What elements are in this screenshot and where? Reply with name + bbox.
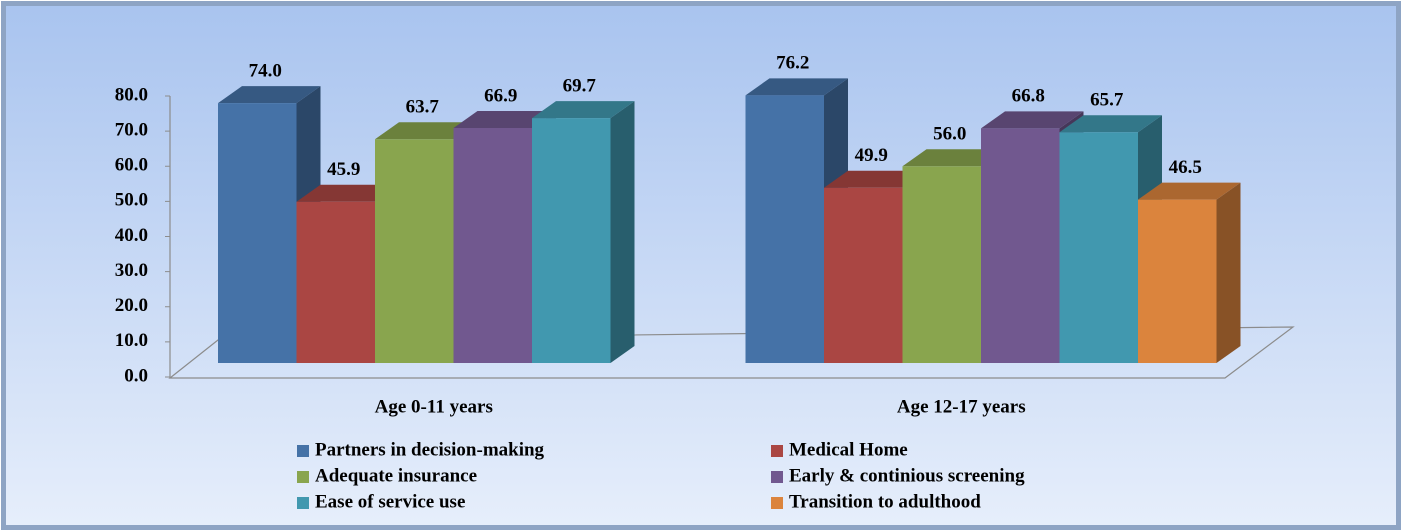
value-label: 46.5	[1169, 157, 1202, 178]
bar-front	[218, 103, 297, 363]
bar-front	[375, 139, 454, 363]
legend-swatch	[771, 471, 783, 483]
value-label: 65.7	[1090, 90, 1124, 111]
bar-front	[1138, 199, 1217, 363]
y-tick-label: 70.0	[115, 119, 148, 140]
bar-side	[1216, 182, 1241, 363]
bar-side	[610, 101, 635, 364]
bar-front	[902, 166, 981, 363]
bar-top	[218, 86, 321, 104]
legend-label: Adequate insurance	[315, 465, 477, 486]
value-label: 45.9	[327, 159, 360, 180]
bar-top	[453, 111, 556, 129]
bar-front	[981, 128, 1060, 363]
bar	[1138, 182, 1241, 363]
legend-label: Partners in decision-making	[315, 439, 545, 460]
legend-swatch	[297, 497, 309, 509]
bar-top	[375, 122, 478, 140]
bar-top	[1059, 115, 1162, 133]
bar-top	[1138, 182, 1241, 200]
legend-swatch	[771, 445, 783, 457]
bar-top	[745, 78, 848, 96]
legend-swatch	[297, 445, 309, 457]
legend-swatch	[297, 471, 309, 483]
floor	[168, 326, 1295, 379]
y-tick-label: 40.0	[115, 225, 148, 246]
y-tick-label: 60.0	[115, 155, 148, 176]
legend-label: Ease of service use	[315, 491, 465, 512]
y-tick-label: 0.0	[124, 365, 148, 386]
value-label: 63.7	[406, 97, 440, 118]
bar-top	[824, 170, 927, 188]
bar-front	[745, 95, 824, 363]
bar-front	[824, 187, 903, 363]
legend-swatch	[771, 497, 783, 509]
bar-top	[981, 111, 1084, 129]
x-tick-label: Age 12-17 years	[897, 396, 1026, 417]
y-tick-label: 80.0	[115, 84, 148, 105]
y-tick-label: 20.0	[115, 295, 148, 316]
legend-label: Medical Home	[789, 439, 908, 460]
bar	[532, 101, 635, 364]
bar-top	[296, 184, 399, 202]
y-tick-label: 30.0	[115, 260, 148, 281]
legend-label: Early & continious screening	[789, 465, 1025, 486]
value-label: 56.0	[933, 124, 966, 145]
bar-front	[532, 118, 611, 364]
value-label: 66.8	[1012, 86, 1045, 107]
value-label: 66.9	[484, 85, 517, 106]
bar-top	[902, 149, 1005, 167]
bar-front	[453, 128, 532, 363]
value-label: 76.2	[776, 53, 809, 74]
x-tick-label: Age 0-11 years	[375, 396, 493, 417]
bar-top	[532, 101, 635, 119]
bar-front	[296, 201, 375, 363]
value-label: 69.7	[563, 76, 597, 97]
value-label: 74.0	[249, 60, 282, 81]
bar-front	[1059, 132, 1138, 363]
y-tick-label: 10.0	[115, 330, 148, 351]
legend-label: Transition to adulthood	[789, 491, 981, 512]
value-label: 49.9	[855, 145, 888, 166]
y-tick-label: 50.0	[115, 190, 148, 211]
